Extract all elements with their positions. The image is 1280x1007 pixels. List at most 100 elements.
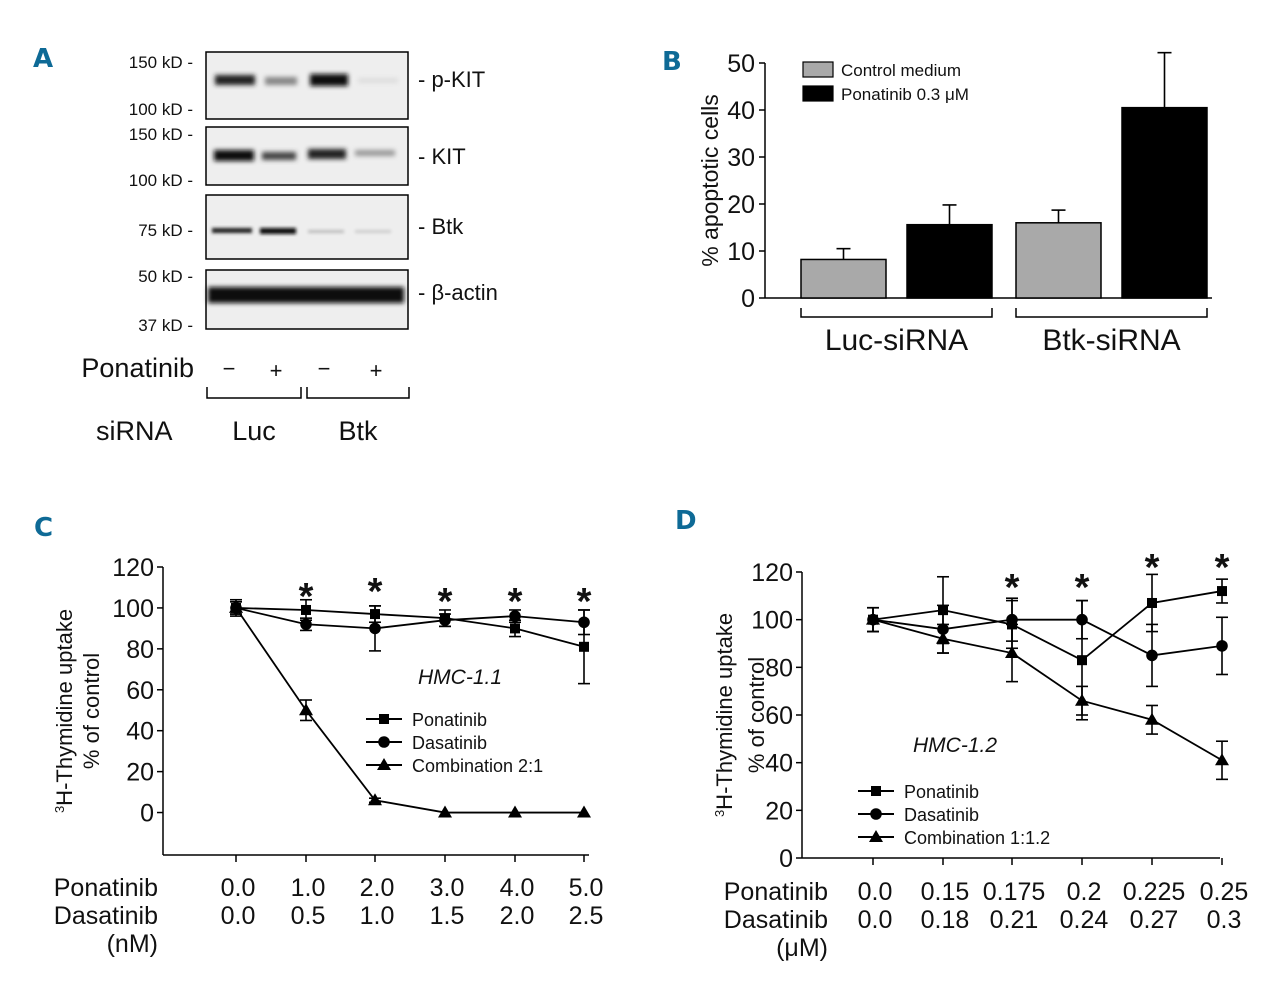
series-line (872, 618, 1223, 762)
y-tick-label: 20 (727, 191, 755, 219)
x-tick-label: 0.25 (1200, 878, 1249, 906)
legend-marker (870, 808, 882, 820)
y-tick-label: 20 (765, 797, 793, 825)
x-tick-label: 0.2 (1067, 878, 1102, 906)
lane-treatment: + (370, 358, 383, 383)
x-tick-label: 0.175 (983, 878, 1046, 906)
western-blot-panel: 150 kD - 100 kD - 150 kD - 100 kD - 75 k… (81, 51, 498, 446)
y-tick-label: 40 (765, 750, 793, 778)
data-point (438, 805, 452, 818)
marker-label: 100 kD - (129, 100, 193, 119)
y-tick-label: 120 (112, 554, 154, 582)
data-point (1075, 693, 1089, 706)
x-tick-label: 2.5 (569, 902, 604, 930)
y-tick-label: 80 (765, 654, 793, 682)
data-point (368, 793, 382, 806)
x-row-label: Dasatinib (54, 902, 158, 930)
data-point (439, 614, 451, 626)
protein-label: - KIT (418, 144, 466, 169)
series-line (235, 607, 585, 648)
significance-marker: * (368, 571, 383, 613)
y-tick-label: 20 (126, 759, 154, 787)
panel-d-letter: D (675, 506, 697, 536)
y-tick-label: 0 (741, 285, 755, 313)
blot-kit (205, 126, 409, 186)
significance-marker: * (438, 581, 453, 623)
btk-bracket (306, 387, 410, 399)
legend-marker (377, 758, 391, 770)
series-line (235, 607, 584, 814)
protein-label: - β-actin (418, 280, 498, 305)
data-point (301, 604, 311, 615)
significance-marker: * (1005, 567, 1020, 609)
x-tick-label: 0.5 (291, 902, 326, 930)
series-line (872, 590, 1223, 662)
line-chart-hmc-1-1: 0 20 40 60 80 100 120 3H-Thymidine uptake% of c… (52, 554, 603, 958)
data-point (579, 641, 589, 652)
y-tick-label: 60 (126, 677, 154, 705)
y-axis-label: 3H-Thymidine uptake (52, 609, 77, 813)
panel-b-letter: B (662, 47, 682, 77)
significance-marker: * (508, 581, 523, 623)
x-row-label: Ponatinib (54, 874, 158, 902)
bar-chart-apoptosis: 0 10 20 30 40 50% apoptotic cells Luc-siRNA Btk… (697, 50, 1212, 357)
x-tick-label: 0.0 (858, 906, 893, 934)
data-point (509, 610, 521, 622)
y-tick-label: 50 (727, 50, 755, 78)
legend-label: Control medium (841, 61, 961, 80)
x-tick-label: 3.0 (430, 874, 465, 902)
category-label: Btk-siRNA (1042, 324, 1180, 357)
y-axis-label-text: H-Thymidine uptake (52, 609, 77, 806)
marker-label: 100 kD - (129, 171, 193, 190)
y-tick-label: 60 (765, 702, 793, 730)
legend-marker (378, 736, 390, 748)
y-axis-label-line2: % of control (744, 657, 769, 773)
significance-marker: * (577, 581, 592, 623)
marker-label: 150 kD - (129, 53, 193, 72)
luc-bracket (206, 387, 302, 399)
data-point (1145, 712, 1159, 725)
data-point (578, 616, 590, 629)
y-axis-label-line2: % of control (79, 653, 104, 769)
x-unit-label: (nM) (107, 930, 158, 958)
line-chart-hmc-1-2: 0 20 40 60 80 100 120 3H-Thymidine uptake % of c… (712, 547, 1248, 962)
series-line (235, 607, 585, 630)
bar (906, 223, 993, 299)
data-point (936, 631, 950, 644)
data-point (577, 805, 591, 818)
legend-label: Dasatinib (904, 805, 979, 825)
data-point (1006, 613, 1018, 626)
y-tick-label: 40 (727, 97, 755, 125)
legend-label: Dasatinib (412, 733, 487, 753)
x-tick-label: 0.0 (221, 902, 256, 930)
legend-label: Ponatinib (412, 710, 487, 730)
sirna-group-label: Luc (232, 416, 276, 446)
panel-c-letter: C (34, 513, 53, 543)
x-tick-label: 0.15 (921, 878, 970, 906)
y-tick-label: 120 (751, 559, 793, 587)
x-tick-label: 0.18 (921, 906, 970, 934)
data-point (1147, 597, 1157, 608)
panel-a-letter: A (33, 44, 53, 74)
data-point (369, 622, 381, 635)
protein-label: - p-KIT (418, 67, 485, 92)
blot-beta-actin (205, 269, 409, 330)
y-axis-label: % apoptotic cells (697, 94, 723, 267)
x-tick-label: 0.225 (1123, 878, 1186, 906)
legend-label: Combination 2:1 (412, 756, 543, 776)
legend-label: Ponatinib 0.3 μM (841, 85, 969, 104)
data-point (1077, 655, 1087, 666)
data-point (510, 623, 520, 634)
category-bracket (800, 308, 993, 318)
y-tick-label: 0 (779, 845, 793, 873)
x-tick-label: 0.0 (221, 874, 256, 902)
data-point (299, 703, 313, 716)
y-axis-label: 3H-Thymidine uptake (712, 613, 737, 817)
marker-label: 75 kD - (138, 221, 193, 240)
data-point (508, 805, 522, 818)
sirna-group-label: Btk (338, 416, 378, 446)
data-point (1005, 646, 1019, 659)
legend-label: Combination 1:1.2 (904, 828, 1050, 848)
y-axis-label-text: H-Thymidine uptake (712, 613, 737, 810)
